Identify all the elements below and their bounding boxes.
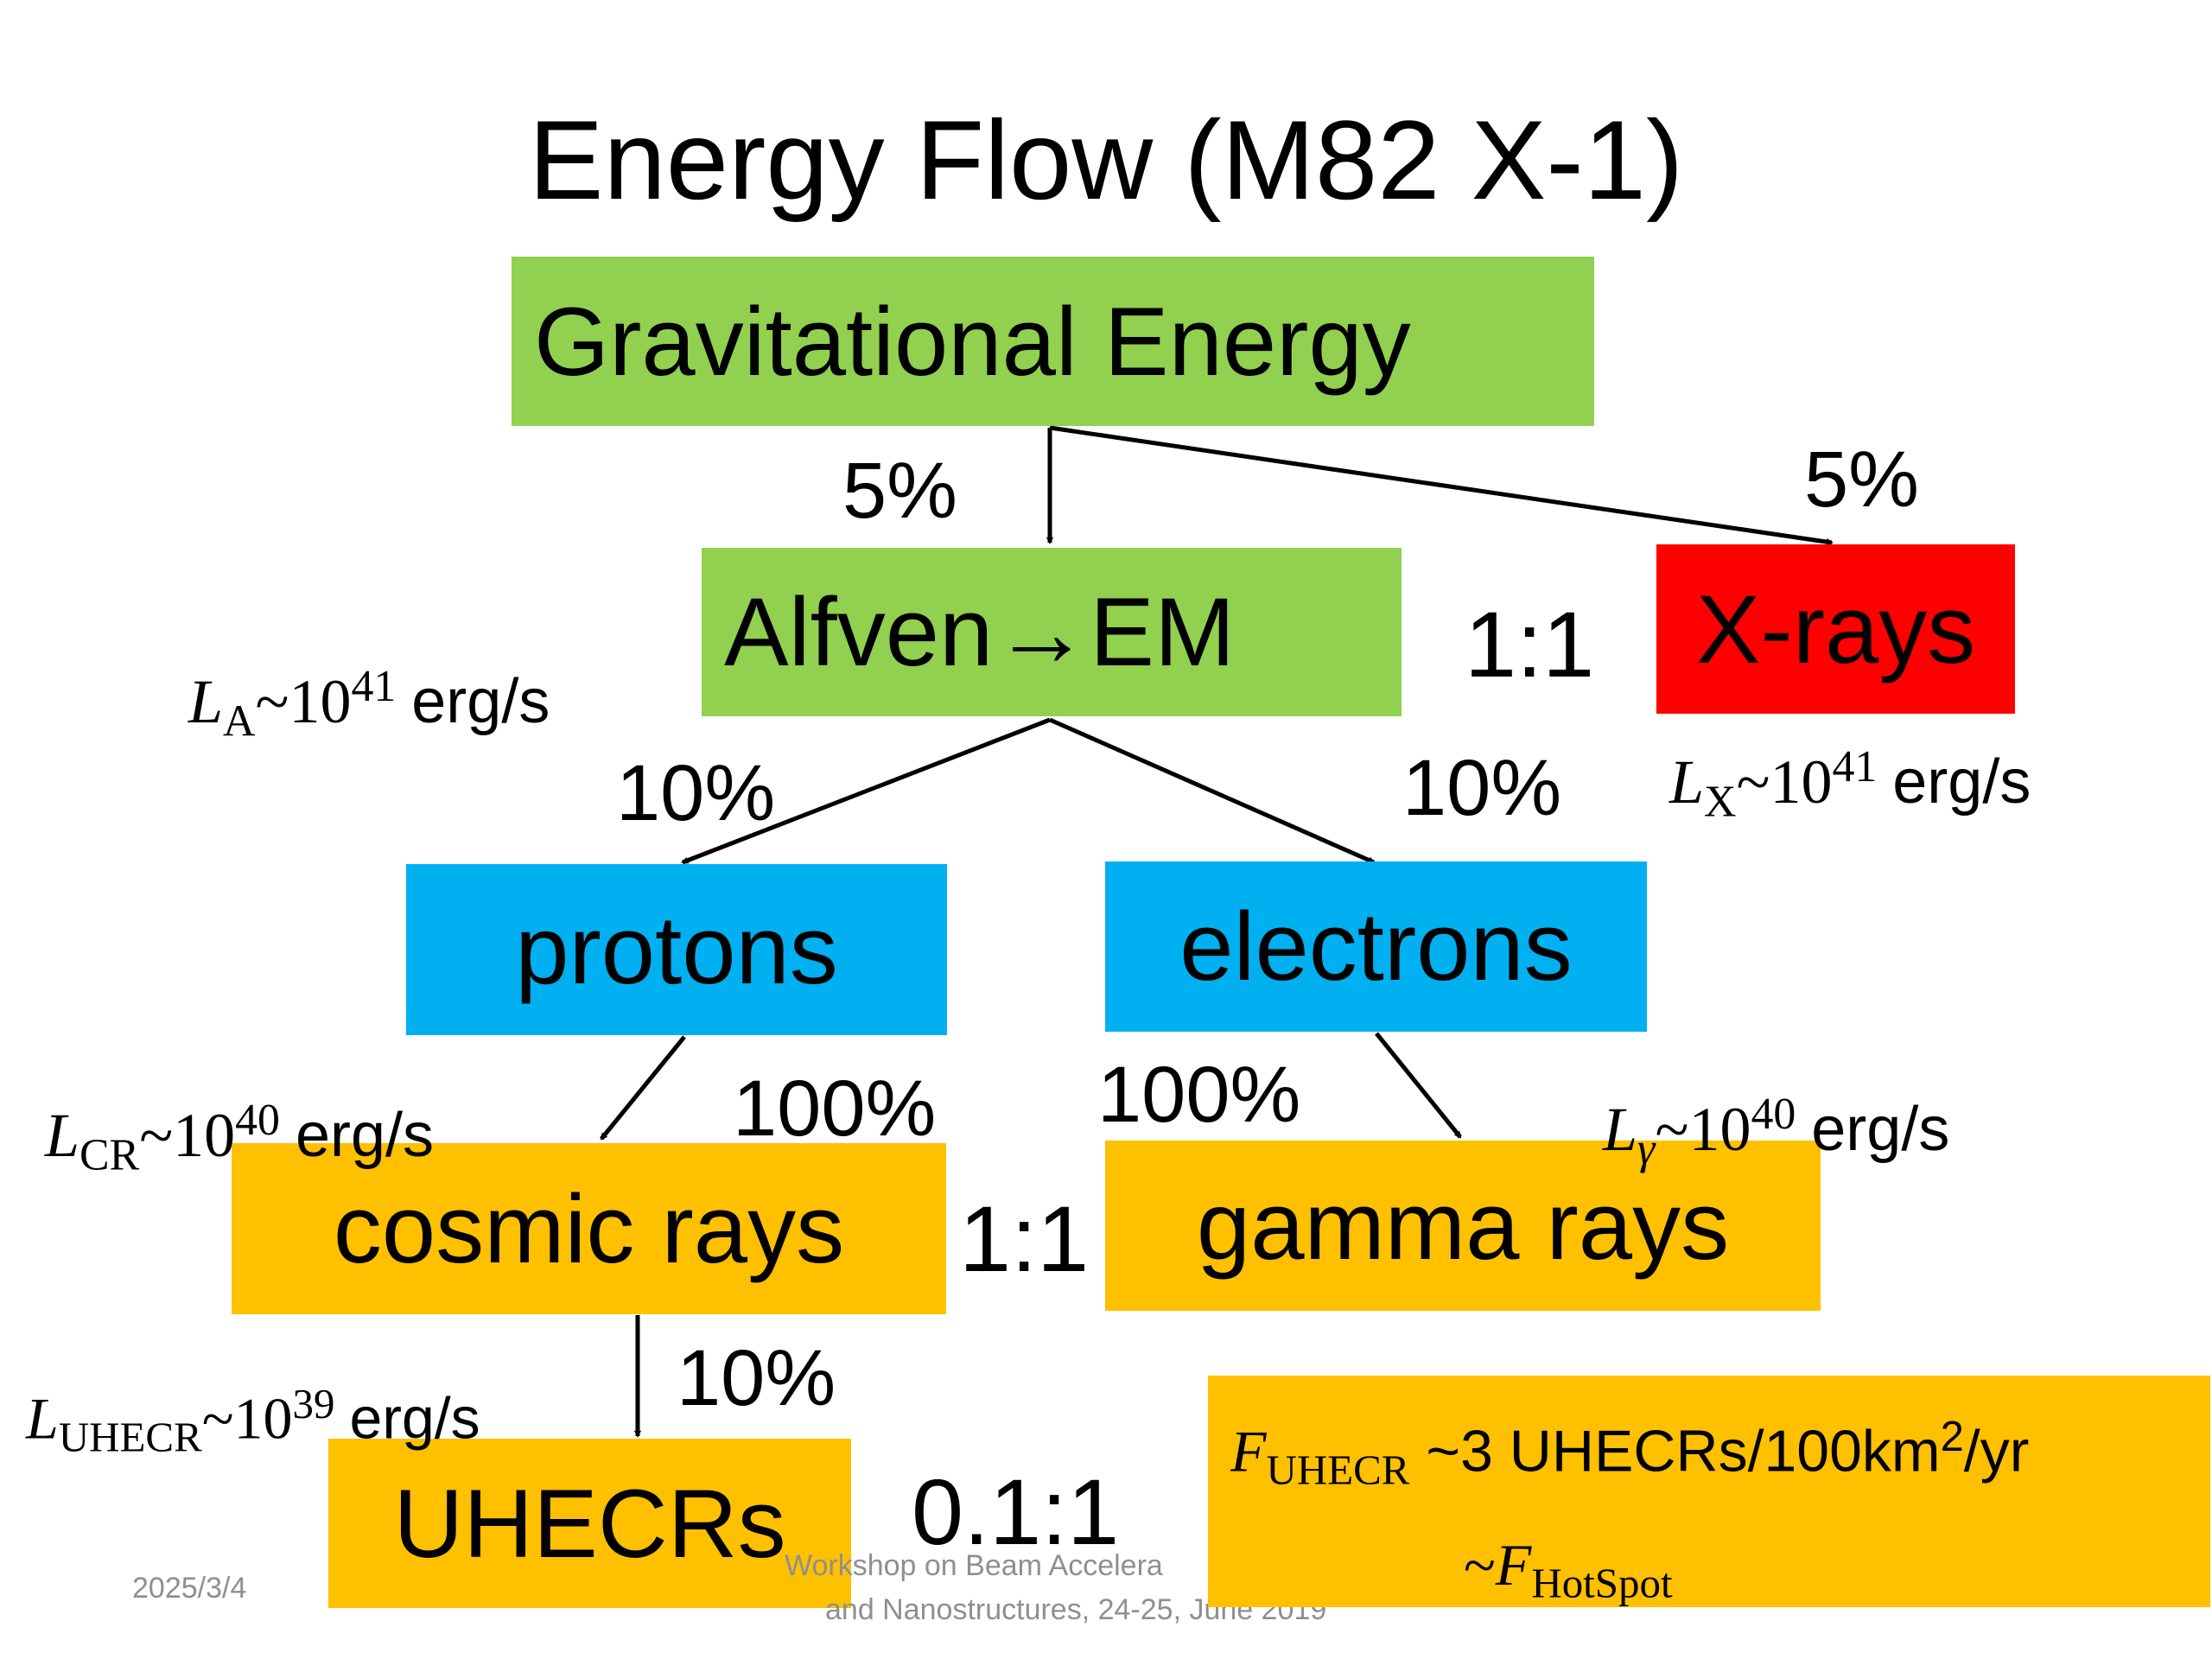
luminosity-exponent: 41 <box>351 662 397 711</box>
pct-alfven-to-protons: 10% <box>616 749 776 837</box>
pct-cr-to-uhecr: 10% <box>677 1334 836 1422</box>
ratio-cr-gamma: 1:1 <box>959 1186 1090 1291</box>
uhecrs-label: UHECRs <box>393 1469 786 1578</box>
flux-hotspot-symbol: F <box>1495 1532 1532 1599</box>
protons-box: protons <box>406 864 947 1035</box>
pct-grav-to-xrays: 5% <box>1804 435 1919 524</box>
footer-workshop-line1: Workshop on Beam Accelera <box>785 1549 1163 1582</box>
protons-label: protons <box>515 895 838 1004</box>
gamma-rays-label: gamma rays <box>1196 1172 1730 1280</box>
alfven-em-label: Alfven→EM <box>724 578 1236 686</box>
uhecrs-box: UHECRs <box>328 1439 851 1608</box>
pct-protons-to-cr: 100% <box>733 1065 937 1153</box>
cosmic-rays-label: cosmic rays <box>333 1174 845 1283</box>
luminosity-base: ~10 <box>139 1101 236 1170</box>
ratio-alfven-xrays: 1:1 <box>1465 592 1595 696</box>
luminosity-unit: erg/s <box>349 1385 480 1452</box>
luminosity-symbol: L <box>26 1385 59 1452</box>
flux-value: ~3 UHECRs/100km <box>1409 1418 1941 1484</box>
gravitational-energy-label: Gravitational Energy <box>534 287 1411 396</box>
luminosity-base: ~10 <box>1736 747 1833 817</box>
flux-line-1: FUHECR ~3 UHECRs/100km2/yr <box>1230 1398 2210 1509</box>
luminosity-symbol: L <box>45 1101 80 1170</box>
pct-electrons-to-gamma: 100% <box>1097 1051 1301 1139</box>
luminosity-exponent: 40 <box>235 1096 280 1145</box>
ratio-uhecr: 0.1:1 <box>912 1459 1120 1564</box>
arrow-grav-to-xrays <box>1049 425 1834 546</box>
flux-subscript: UHECR <box>1266 1446 1410 1494</box>
flux-hotspot-subscript: HotSpot <box>1531 1559 1673 1607</box>
luminosity-subscript: γ <box>1637 1124 1656 1174</box>
luminosity-unit: erg/s <box>411 667 550 736</box>
flux-area-exponent: 2 <box>1940 1414 1964 1460</box>
electrons-label: electrons <box>1179 893 1573 1001</box>
luminosity-gamma: Lγ~1040 erg/s <box>1603 1076 1949 1188</box>
flux-symbol: F <box>1230 1418 1267 1484</box>
luminosity-symbol: L <box>1669 747 1705 817</box>
flux-unit-end: /yr <box>1963 1418 2030 1484</box>
gravitational-energy-box: Gravitational Energy <box>512 257 1594 426</box>
arrow-electrons-to-gamma <box>1375 1032 1462 1139</box>
arrow-alfven-to-protons <box>681 717 1051 865</box>
luminosity-unit: erg/s <box>1892 747 2031 817</box>
luminosity-subscript: X <box>1704 777 1737 827</box>
luminosity-exponent: 39 <box>292 1380 335 1427</box>
arrow-protons-to-cr <box>600 1035 686 1141</box>
flux-approx: ~ <box>1464 1532 1496 1599</box>
arrow-alfven-to-electrons <box>1048 717 1376 865</box>
luminosity-uhecr: LUHECR~1039 erg/s <box>26 1365 480 1476</box>
flux-line-2: ~FHotSpot <box>1230 1526 2210 1623</box>
pct-grav-to-alfven: 5% <box>842 447 957 535</box>
luminosity-cosmic-rays: LCR~1040 erg/s <box>45 1082 434 1194</box>
luminosity-base: ~10 <box>255 667 352 736</box>
electrons-box: electrons <box>1105 861 1647 1032</box>
luminosity-unit: erg/s <box>295 1101 435 1170</box>
xrays-box: X-rays <box>1656 544 2015 714</box>
xrays-label: X-rays <box>1695 575 1976 683</box>
page-title: Energy Flow (M82 X-1) <box>528 97 1684 223</box>
luminosity-symbol: L <box>1603 1095 1638 1164</box>
pct-alfven-to-electrons: 10% <box>1402 744 1562 832</box>
luminosity-unit: erg/s <box>1811 1095 1950 1164</box>
luminosity-subscript: A <box>223 696 256 747</box>
luminosity-alfven: LA~1041 erg/s <box>188 648 550 760</box>
gamma-rays-box: gamma rays <box>1105 1141 1821 1311</box>
footer-date: 2025/3/4 <box>132 1572 247 1605</box>
luminosity-base: ~10 <box>1655 1095 1751 1164</box>
luminosity-xrays: LX~1041 erg/s <box>1669 728 2031 841</box>
alfven-em-box: Alfven→EM <box>702 548 1402 716</box>
luminosity-base: ~10 <box>201 1385 293 1452</box>
luminosity-subscript: CR <box>79 1130 140 1180</box>
luminosity-subscript: UHECR <box>58 1413 202 1461</box>
cosmic-rays-box: cosmic rays <box>232 1143 946 1314</box>
luminosity-symbol: L <box>188 667 224 736</box>
flux-box: FUHECR ~3 UHECRs/100km2/yr ~FHotSpot <box>1208 1376 2210 1607</box>
luminosity-exponent: 40 <box>1751 1090 1796 1139</box>
luminosity-exponent: 41 <box>1832 742 1878 791</box>
